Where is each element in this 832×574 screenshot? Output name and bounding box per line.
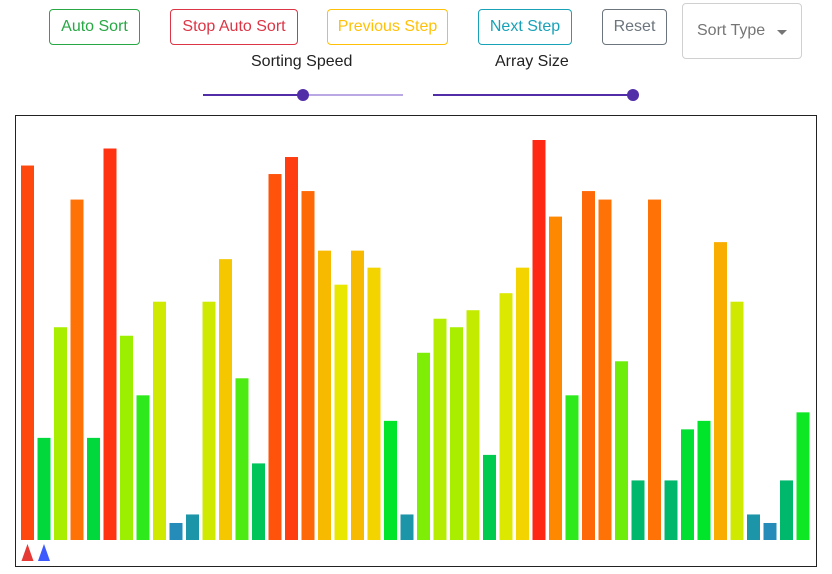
array-bar — [466, 310, 480, 540]
array-bar — [582, 191, 595, 540]
array-bar — [268, 174, 282, 541]
next-step-button[interactable]: Next Step — [478, 9, 572, 45]
array-size-slider[interactable] — [433, 85, 639, 105]
array-bar — [549, 216, 562, 540]
sorting-speed-slider[interactable] — [203, 85, 403, 105]
caret-down-icon — [777, 30, 787, 35]
auto-sort-button[interactable]: Auto Sort — [49, 9, 140, 45]
array-bar — [763, 522, 777, 540]
array-size-label: Array Size — [495, 53, 569, 70]
array-bar — [615, 361, 628, 540]
array-bar — [499, 293, 513, 540]
array-bar — [169, 522, 183, 540]
sorting-speed-track-fill — [203, 94, 303, 96]
sort-type-select[interactable]: Sort Type — [682, 3, 802, 59]
array-size-track-fill — [433, 94, 633, 96]
stop-auto-sort-button[interactable]: Stop Auto Sort — [170, 9, 298, 45]
array-bar — [598, 199, 612, 540]
array-bar — [318, 250, 331, 540]
array-bar — [631, 480, 645, 540]
array-bar — [21, 165, 34, 540]
array-bar — [747, 514, 760, 540]
array-bar — [516, 267, 529, 540]
array-bar — [400, 514, 414, 540]
array-bar — [714, 242, 727, 540]
array-bar — [565, 395, 579, 540]
array-bar — [235, 378, 249, 540]
sort-visualizer — [15, 115, 817, 567]
array-bar — [351, 250, 364, 540]
array-bar — [153, 301, 166, 540]
array-bar — [417, 352, 430, 540]
left-pointer-icon — [21, 544, 34, 561]
array-bar — [532, 140, 546, 540]
array-bar — [730, 301, 744, 540]
array-bar — [219, 259, 232, 540]
array-bar — [120, 335, 133, 540]
array-bar — [450, 327, 463, 540]
reset-button[interactable]: Reset — [602, 9, 667, 45]
array-bar — [367, 267, 381, 540]
array-bar — [202, 301, 216, 540]
array-bar — [681, 429, 694, 540]
array-size-thumb[interactable] — [627, 89, 639, 101]
array-bar — [664, 480, 678, 540]
array-bar — [285, 157, 298, 540]
array-bar — [433, 318, 447, 540]
sort-type-placeholder: Sort Type — [697, 22, 766, 39]
array-bar — [70, 199, 84, 540]
array-bar — [301, 191, 315, 540]
array-bar — [334, 284, 348, 540]
array-bar — [483, 454, 496, 540]
array-bar — [252, 463, 265, 540]
array-bar — [54, 327, 67, 540]
bars-canvas — [21, 140, 810, 561]
array-bar — [87, 437, 100, 540]
array-bar — [186, 514, 199, 540]
previous-step-button[interactable]: Previous Step — [327, 9, 448, 45]
sorting-speed-label: Sorting Speed — [251, 53, 353, 70]
array-bar — [648, 199, 661, 540]
sorting-speed-thumb[interactable] — [297, 89, 309, 101]
array-bar — [37, 437, 51, 540]
array-bar — [780, 480, 793, 540]
right-pointer-icon — [38, 544, 50, 561]
array-bar — [796, 412, 810, 540]
array-bar — [103, 148, 117, 541]
array-bar — [697, 420, 711, 540]
array-bar — [384, 420, 397, 540]
array-bar — [136, 395, 150, 540]
